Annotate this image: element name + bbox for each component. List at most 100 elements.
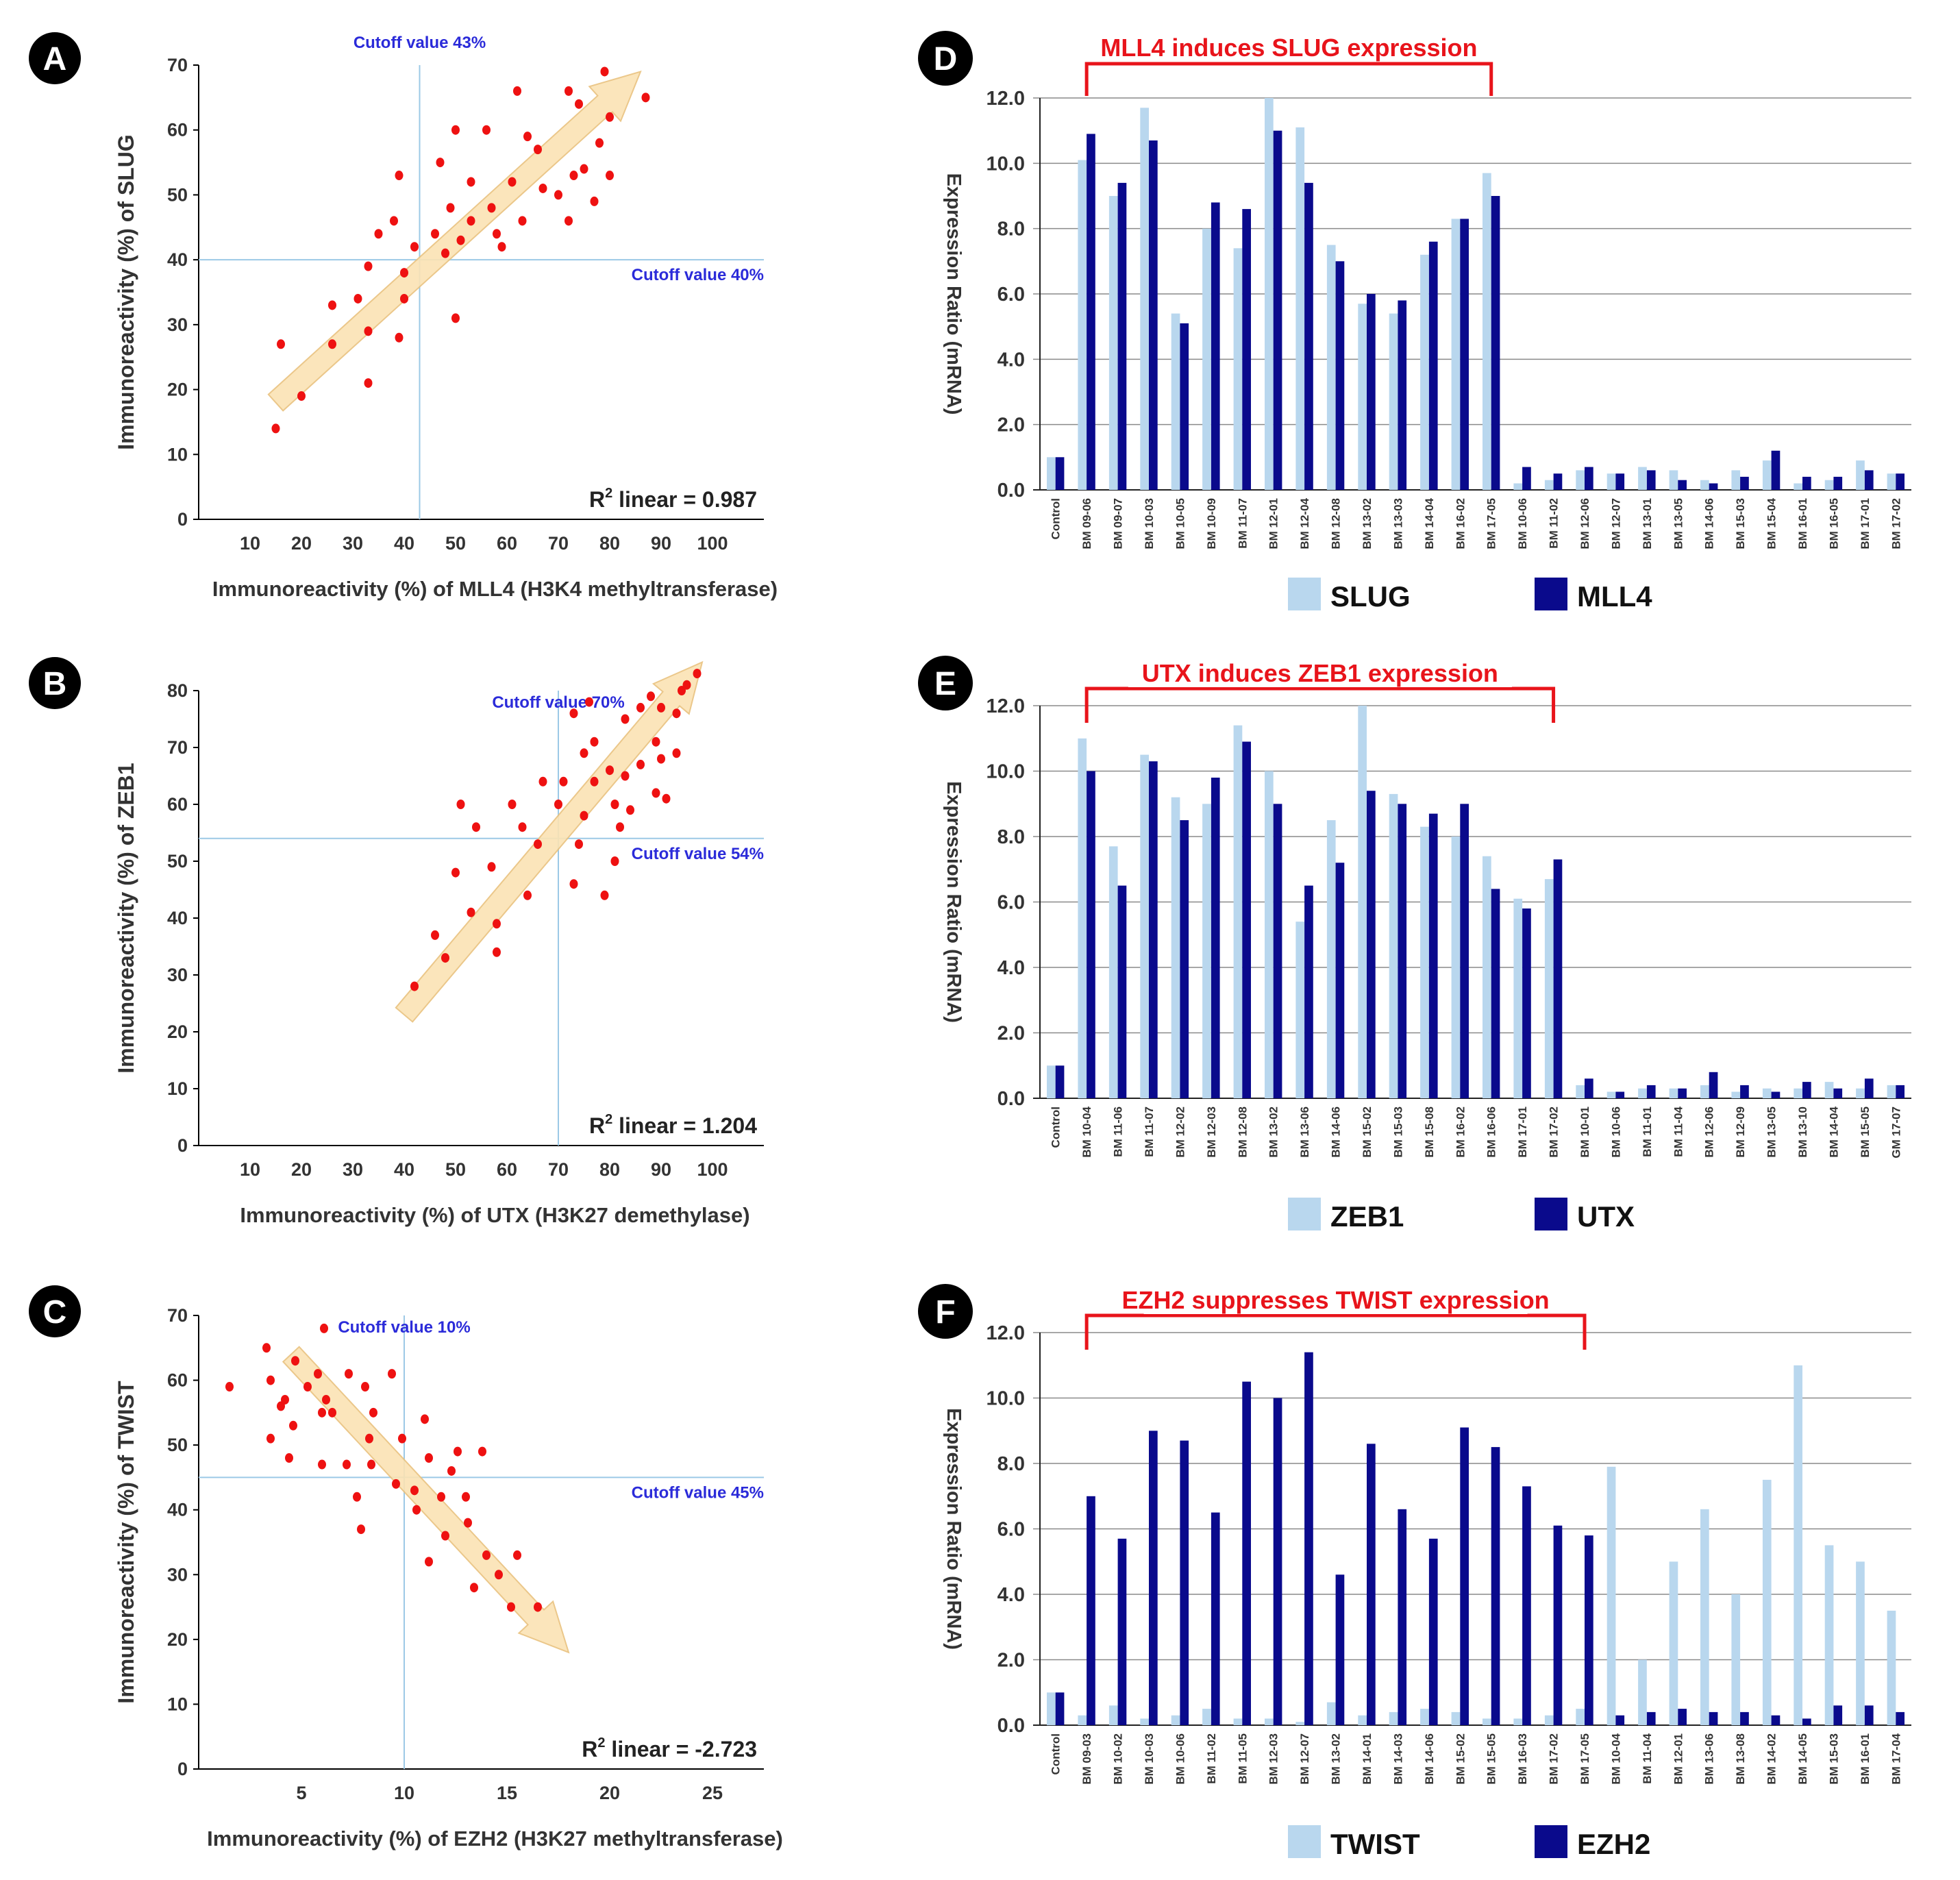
data-point bbox=[693, 669, 702, 679]
bar-plot-area: 0.0 2.0 4.0 6.0 8.0 10.0 12.0 Expression Ratio … bbox=[943, 30, 1911, 613]
bar-ezh2 bbox=[1864, 1705, 1874, 1725]
data-point bbox=[456, 800, 465, 809]
data-point bbox=[271, 423, 280, 434]
data-point bbox=[451, 867, 460, 878]
bar-mll4 bbox=[1678, 480, 1687, 490]
category-label: BM 14-02 bbox=[1765, 1733, 1778, 1785]
data-point bbox=[610, 800, 619, 809]
bar-ezh2 bbox=[1273, 1398, 1282, 1725]
data-point bbox=[559, 776, 568, 787]
category-label: BM 12-08 bbox=[1236, 1106, 1249, 1158]
data-point bbox=[482, 1550, 491, 1560]
bar-utx bbox=[1896, 1085, 1905, 1098]
y-tick-label: 6.0 bbox=[997, 1519, 1025, 1541]
bar-panel-D: D 0.0 2.0 4.0 6.0 8.0 10.0 12.0 Expression Rati… bbox=[918, 30, 1911, 613]
data-point bbox=[410, 242, 419, 252]
x-tick-label: 100 bbox=[697, 1159, 728, 1180]
data-point bbox=[395, 332, 404, 343]
bar-panel-F: F 0.0 2.0 4.0 6.0 8.0 10.0 12.0 Expression Rati… bbox=[918, 1283, 1911, 1860]
title-backdrop bbox=[1143, 1283, 1528, 1314]
bar-utx bbox=[1585, 1078, 1593, 1098]
category-label: BM 10-06 bbox=[1174, 1733, 1187, 1785]
bar-zeb1 bbox=[1420, 826, 1429, 1098]
data-point bbox=[441, 1531, 449, 1541]
category-label: BM 12-02 bbox=[1174, 1106, 1187, 1158]
category-label: BM 17-05 bbox=[1578, 1733, 1591, 1785]
data-point bbox=[518, 216, 527, 226]
y-tick-label: 0.0 bbox=[997, 480, 1025, 502]
bar-twist bbox=[1078, 1715, 1087, 1725]
data-point bbox=[467, 216, 475, 226]
data-point bbox=[616, 822, 624, 832]
bar-slug bbox=[1389, 313, 1398, 490]
data-point bbox=[652, 788, 660, 798]
data-point bbox=[421, 1414, 429, 1424]
x-tick-label: 5 bbox=[296, 1783, 306, 1803]
data-point bbox=[328, 339, 336, 349]
category-label: BM 10-06 bbox=[1516, 498, 1529, 549]
y-tick-label: 30 bbox=[167, 314, 188, 335]
title-backdrop bbox=[1097, 30, 1481, 62]
data-point bbox=[395, 171, 404, 181]
panel-label-badge-D bbox=[918, 31, 973, 86]
category-label: BM 13-06 bbox=[1703, 1733, 1716, 1785]
bar-ezh2 bbox=[1740, 1711, 1749, 1725]
category-label: BM 11-07 bbox=[1236, 498, 1249, 549]
bar-slug bbox=[1856, 460, 1865, 490]
category-label: BM 13-02 bbox=[1361, 498, 1374, 549]
data-point bbox=[580, 811, 588, 821]
bar-twist bbox=[1295, 1722, 1305, 1725]
x-tick-label: 90 bbox=[651, 533, 671, 554]
bar-slug bbox=[1887, 473, 1896, 490]
category-label: BM 17-02 bbox=[1889, 498, 1902, 549]
y-tick-label: 2.0 bbox=[997, 1650, 1025, 1672]
bar-twist bbox=[1047, 1692, 1056, 1726]
category-label: BM 13-08 bbox=[1734, 1733, 1747, 1785]
data-point bbox=[657, 702, 665, 713]
data-point bbox=[493, 947, 501, 957]
bar-zeb1 bbox=[1233, 725, 1243, 1098]
data-point bbox=[565, 216, 573, 226]
data-point bbox=[482, 125, 491, 135]
category-label: BM 15-02 bbox=[1454, 1733, 1467, 1785]
cutoff-x-label: Cutoff value 10% bbox=[338, 1318, 470, 1337]
bar-mll4 bbox=[1304, 182, 1313, 490]
category-label: BM 15-02 bbox=[1361, 1106, 1374, 1158]
bar-mll4 bbox=[1522, 467, 1531, 490]
scatter-panel-C: C 0 10 20 30 40 50 60 70 5 10 15 20 25 Immunoreactivi… bbox=[29, 1285, 783, 1851]
y-tick-label: 40 bbox=[167, 249, 188, 270]
bar-zeb1 bbox=[1856, 1088, 1865, 1098]
category-label: BM 12-07 bbox=[1298, 1733, 1311, 1785]
category-label: BM 16-03 bbox=[1516, 1733, 1529, 1785]
data-point bbox=[621, 771, 630, 781]
bar-zeb1 bbox=[1451, 837, 1461, 1098]
data-point bbox=[538, 776, 547, 787]
bar-mll4 bbox=[1864, 470, 1874, 490]
bar-twist bbox=[1171, 1715, 1180, 1725]
category-label: BM 14-03 bbox=[1391, 1733, 1404, 1785]
y-tick-label: 6.0 bbox=[997, 892, 1025, 914]
r-squared-value: linear = -2.723 bbox=[606, 1737, 757, 1761]
scatter-plot-area: 0 10 20 30 40 50 60 70 10 20 30 40 50 60 70 80 90 100 Immu… bbox=[114, 34, 778, 601]
bar-mll4 bbox=[1211, 202, 1220, 490]
data-point bbox=[600, 890, 609, 900]
data-point bbox=[487, 862, 496, 872]
y-tick-label: 10 bbox=[167, 444, 188, 465]
x-tick-label: 10 bbox=[240, 533, 260, 554]
bar-slug bbox=[1669, 470, 1678, 490]
category-label: BM 14-04 bbox=[1423, 497, 1436, 549]
data-point bbox=[361, 1382, 369, 1392]
data-point bbox=[606, 112, 614, 122]
category-label: BM 11-07 bbox=[1143, 1106, 1156, 1157]
y-tick-label: 50 bbox=[167, 184, 188, 205]
data-point bbox=[400, 293, 408, 304]
bar-utx bbox=[1740, 1085, 1749, 1098]
bar-utx bbox=[1398, 804, 1407, 1099]
data-point bbox=[365, 1433, 373, 1444]
bar-slug bbox=[1483, 173, 1491, 490]
bar-slug bbox=[1576, 470, 1585, 490]
data-point bbox=[436, 158, 445, 168]
category-label: BM 17-01 bbox=[1859, 498, 1872, 549]
bar-zeb1 bbox=[1824, 1082, 1834, 1098]
y-tick-label: 0 bbox=[177, 1759, 188, 1779]
